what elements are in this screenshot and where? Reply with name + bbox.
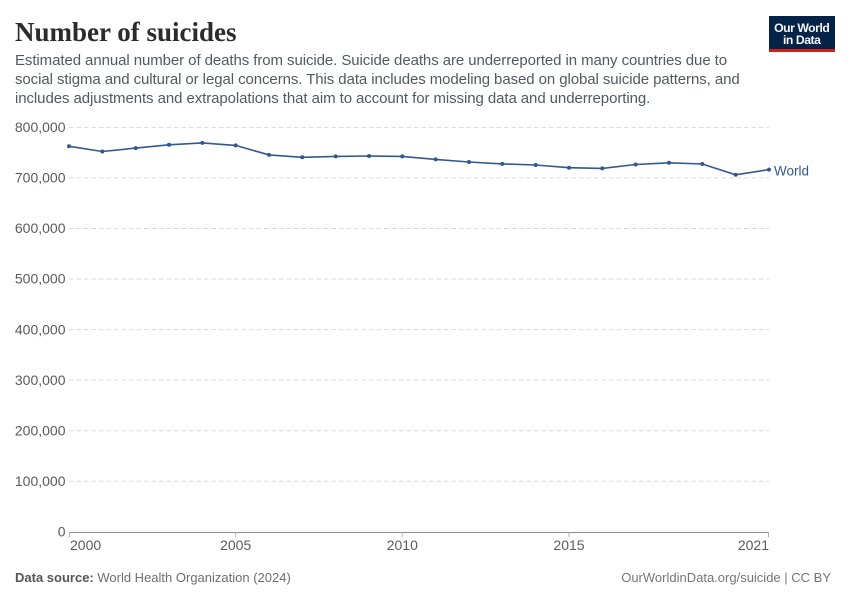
svg-text:World: World: [774, 164, 809, 179]
svg-text:700,000: 700,000: [15, 170, 66, 186]
svg-text:300,000: 300,000: [15, 372, 66, 388]
svg-text:500,000: 500,000: [15, 271, 66, 287]
svg-text:2015: 2015: [553, 537, 584, 553]
svg-text:600,000: 600,000: [15, 220, 66, 236]
svg-text:200,000: 200,000: [15, 422, 66, 438]
svg-text:0: 0: [58, 524, 66, 540]
svg-text:2021: 2021: [738, 537, 769, 553]
svg-text:800,000: 800,000: [15, 119, 66, 135]
svg-text:2000: 2000: [70, 537, 101, 553]
svg-text:2005: 2005: [220, 537, 251, 553]
svg-text:2010: 2010: [387, 537, 418, 553]
svg-text:100,000: 100,000: [15, 473, 66, 489]
svg-text:400,000: 400,000: [15, 321, 66, 337]
